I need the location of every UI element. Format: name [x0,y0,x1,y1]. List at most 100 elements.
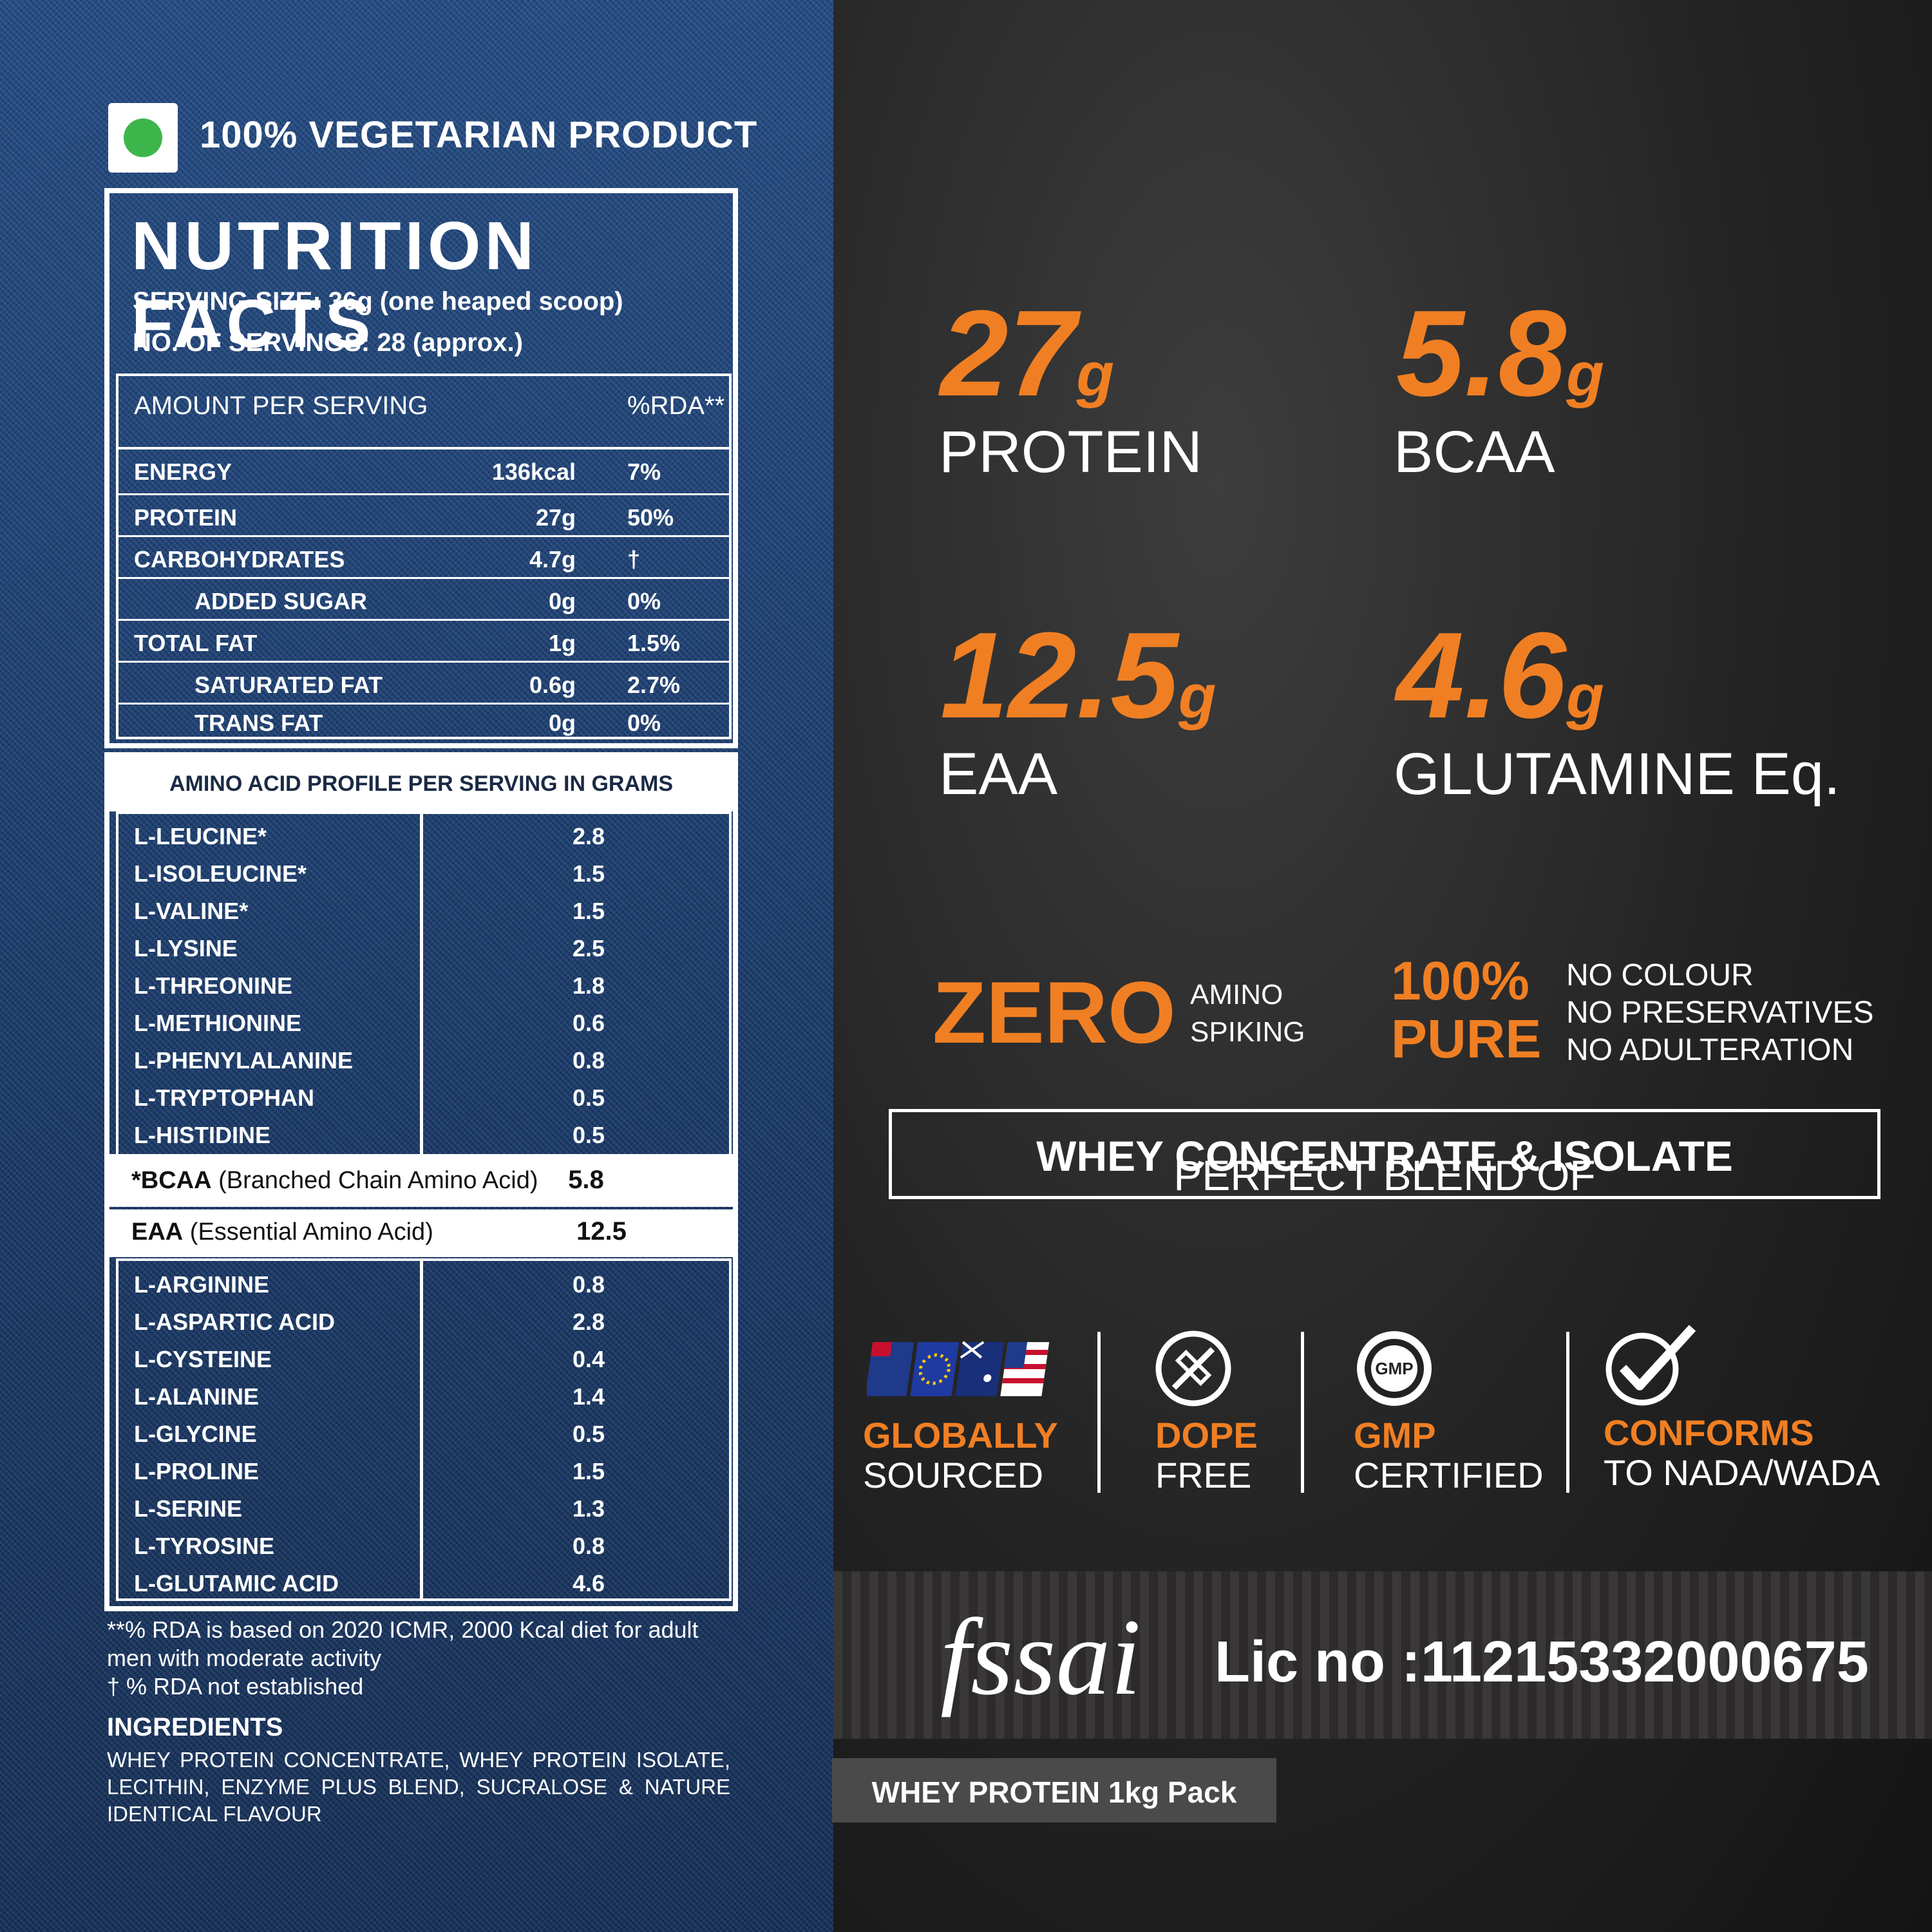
nutrition-row: SATURATED FAT 0.6g 2.7% [118,663,729,705]
amino-name: L-TYROSINE [134,1533,275,1559]
amino-table-essential: L-LEUCINE* 2.8 L-ISOLEUCINE* 1.5 L-VALINE*… [116,811,732,1158]
gmp-seal-icon: GMP [1352,1327,1436,1414]
amino-name: L-ISOLEUCINE* [134,860,307,887]
amino-value: 1.4 [572,1383,605,1410]
amino-value: 0.5 [572,1084,605,1111]
nutrient-name: CARBOHYDRATES [134,546,345,573]
amino-name: L-HISTIDINE [134,1122,270,1148]
rda-footnote: men with moderate activity [107,1645,382,1671]
amino-name: L-PROLINE [134,1458,259,1484]
nutrient-amount: 0.6g [529,672,576,698]
nutrient-rda: 1.5% [627,630,681,656]
amino-name: L-ARGININE [134,1271,269,1298]
amino-name: L-LEUCINE* [134,823,267,849]
amino-name: L-CYSTEINE [134,1346,272,1372]
header-rda: %RDA** [627,392,725,420]
divider [1097,1332,1101,1493]
protein-label: PROTEIN [939,419,1202,485]
badge-subtitle: FREE [1155,1455,1252,1495]
nutrition-header: AMOUNT PER SERVING %RDA** [118,376,729,450]
amino-name: L-GLYCINE [134,1421,257,1447]
nutrient-name: PROTEIN [134,504,238,531]
glutamine-label: GLUTAMINE Eq. [1394,741,1841,807]
amino-name: L-ALANINE [134,1383,259,1410]
ingredients-text: WHEY PROTEIN CONCENTRATE, WHEY PROTEIN I… [107,1748,730,1826]
amino-name: L-THREONINE [134,972,292,999]
nutrition-panel: 100% VEGETARIAN PRODUCT NUTRITION FACTS … [0,0,833,1932]
eaa-value: 12.5 [576,1217,627,1245]
nutrition-row: TOTAL FAT 1g 1.5% [118,621,729,663]
bcaa-highlight-value: 5.8g [1396,285,1604,422]
amino-value: 1.3 [572,1495,605,1522]
amino-name: L-LYSINE [134,935,238,961]
eaa-highlight-label: EAA [939,741,1058,807]
nutrient-rda: 0% [627,588,661,614]
zero-subtext: AMINO SPIKING [1190,979,1305,1048]
eaa-label: EAA [131,1218,184,1245]
nutrient-amount: 136kcal [491,459,576,485]
nutrition-facts-box: NUTRITION FACTS SERVING SIZE: 36g (one h… [104,188,738,748]
protein-value: 27g [940,285,1114,422]
bcaa-row: *BCAA (Branched Chain Amino Acid) 5.8 [109,1154,733,1207]
amino-value: 2.8 [572,823,605,849]
nutrient-name: TOTAL FAT [134,630,258,656]
amino-name: L-TRYPTOPHAN [134,1084,315,1111]
nutrition-row: CARBOHYDRATES 4.7g † [118,537,729,579]
badge-title: CONFORMS [1604,1412,1814,1453]
servings-count: NO. OF SERVINGS: 28 (approx.) [133,328,524,357]
bcaa-highlight-label: BCAA [1394,419,1555,485]
vegetarian-mark-icon [108,103,178,173]
badge-subtitle: CERTIFIED [1354,1455,1544,1495]
pack-label: WHEY PROTEIN 1kg Pack [832,1758,1276,1823]
nutrition-row: ENERGY 136kcal 7% [118,450,729,495]
amino-name: L-SERINE [134,1495,243,1522]
bcaa-desc: (Branched Chain Amino Acid) [211,1167,538,1194]
zero-text: ZERO [933,963,1176,1061]
glutamine-value: 4.6g [1396,607,1604,744]
amino-value: 0.8 [572,1533,605,1559]
nutrient-name: ENERGY [134,459,232,485]
amino-value: 0.5 [572,1421,605,1447]
nutrient-rda: 0% [627,710,661,736]
amino-value: 1.8 [572,972,605,999]
nutrient-amount: 1g [548,630,576,656]
badge-subtitle: TO NADA/WADA [1604,1452,1880,1493]
nutrient-rda: 7% [627,459,661,485]
badge-title: GLOBALLY [863,1415,1058,1455]
amino-name: L-PHENYLALANINE [134,1047,353,1074]
nutrition-row: ADDED SUGAR 0g 0% [118,579,729,621]
nutrient-amount: 0g [548,588,576,614]
check-circle-icon [1602,1321,1699,1415]
no-syringe-icon [1151,1327,1235,1414]
amino-value: 0.8 [572,1047,605,1074]
blend-banner: PERFECT BLEND OF WHEY CONCENTRATE & ISOL… [889,1109,1880,1199]
pure-text: 100% PURE [1391,951,1542,1069]
nutrition-table: AMOUNT PER SERVING %RDA** ENERGY 136kcal… [116,374,732,739]
nutrient-name: SATURATED FAT [194,672,383,698]
amino-header: AMINO ACID PROFILE PER SERVING IN GRAMS [109,757,733,811]
badge-subtitle: SOURCED [863,1455,1044,1495]
flags-icon [865,1338,1054,1406]
bcaa-value: 5.8 [568,1166,604,1194]
amino-value: 1.5 [572,1458,605,1484]
amino-value: 1.5 [572,898,605,924]
amino-name: L-ASPARTIC ACID [134,1309,335,1335]
amino-value: 0.8 [572,1271,605,1298]
amino-value: 2.5 [572,935,605,961]
nutrient-rda: 50% [627,504,674,531]
amino-value: 4.6 [572,1570,605,1596]
badge-title: DOPE [1155,1415,1258,1455]
nutrient-name: ADDED SUGAR [194,588,368,614]
amino-value: 2.8 [572,1309,605,1335]
nutrient-rda: 2.7% [627,672,681,698]
amino-name: L-GLUTAMIC ACID [134,1570,339,1596]
nutrient-rda: † [627,546,641,573]
eaa-desc: (Essential Amino Acid) [183,1218,433,1245]
gmp-seal-text: GMP [1375,1359,1413,1378]
amino-name: L-VALINE* [134,898,249,924]
header-amount: AMOUNT PER SERVING [134,392,428,420]
serving-size: SERVING SIZE: 36g (one heaped scoop) [133,287,623,316]
amino-value: 0.6 [572,1010,605,1036]
fssai-logo: fssai [940,1596,1141,1718]
divider [1301,1332,1304,1493]
